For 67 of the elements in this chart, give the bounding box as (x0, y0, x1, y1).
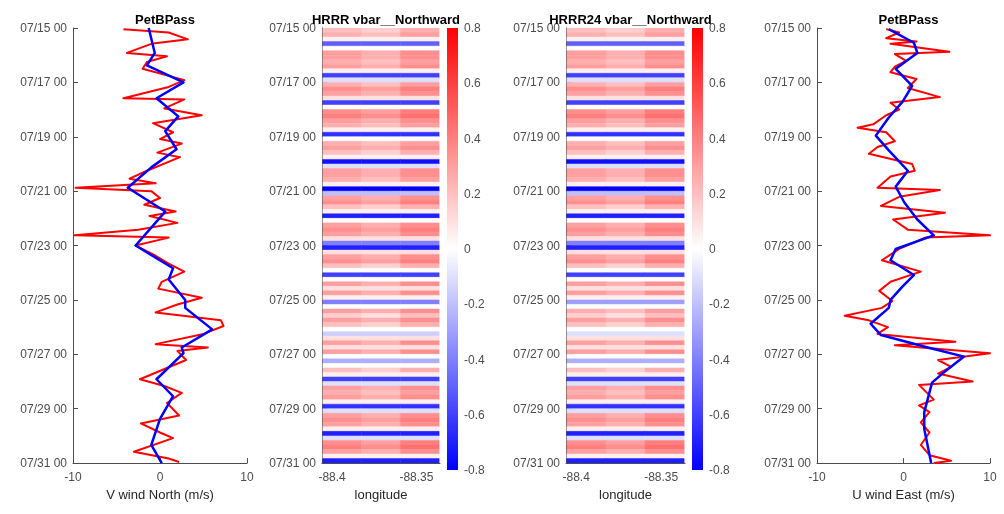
color-bar-label: 0.2 (464, 186, 482, 201)
y-tick-label: 07/19 00 (269, 129, 317, 144)
color-bar-label: -0.2 (464, 297, 485, 312)
y-tick-label: 07/25 00 (20, 292, 68, 307)
color-bar-label: 0 (709, 242, 716, 256)
y-tick-label: 07/19 00 (20, 129, 68, 144)
y-tick-label: 07/27 00 (513, 347, 561, 362)
color-bar-label: -0.4 (464, 352, 485, 367)
y-tick-label: 07/27 00 (20, 347, 68, 362)
y-tick-label: 07/17 00 (20, 75, 68, 90)
chart-title: PetBPass (878, 12, 939, 27)
y-tick-label: 07/29 00 (20, 401, 68, 416)
y-tick-label: 07/23 00 (764, 238, 812, 253)
y-tick-label: 07/17 00 (513, 75, 561, 90)
y-tick-label: 07/15 00 (20, 21, 68, 35)
color-bar-label: -0.8 (709, 463, 730, 477)
y-tick-label: 07/19 00 (764, 129, 812, 144)
y-tick-label: 07/31 00 (20, 456, 68, 471)
x-axis-title: longitude (354, 487, 408, 502)
x-tick-label: 10 (240, 470, 254, 485)
color-bar-label: 0.8 (464, 21, 482, 35)
color-bar-label: -0.6 (709, 407, 730, 422)
x-axis-title: U wind East (m/s) (852, 487, 955, 502)
chart-title: PetBPass (135, 12, 195, 27)
y-tick-label: 07/27 00 (764, 347, 812, 362)
color-bar-label: -0.8 (464, 463, 485, 477)
x-tick-label: -88.4 (562, 470, 591, 485)
color-bar-label: 0.6 (464, 76, 482, 91)
y-tick-label: 07/21 00 (513, 184, 561, 199)
color-bar-label: 0 (464, 242, 471, 256)
color-bar-label: 0.2 (709, 186, 727, 201)
y-tick-label: 07/31 00 (269, 456, 317, 471)
x-tick-label: 0 (156, 470, 164, 485)
y-tick-label: 07/15 00 (764, 21, 812, 35)
x-tick-label: 10 (983, 470, 997, 485)
color-bar-label: 0.4 (709, 131, 727, 146)
y-tick-label: 07/21 00 (20, 184, 68, 199)
x-axis-title: V wind North (m/s) (106, 487, 214, 502)
x-tick-label: 0 (900, 470, 908, 485)
x-axis-title: longitude (599, 487, 652, 502)
y-tick-label: 07/25 00 (764, 292, 812, 307)
x-tick-label: -88.4 (318, 470, 347, 485)
color-bar-label: 0.4 (464, 131, 482, 146)
color-bar-label: -0.6 (464, 407, 485, 422)
y-tick-label: 07/23 00 (269, 238, 317, 253)
y-tick-label: 07/25 00 (513, 292, 561, 307)
y-tick-label: 07/29 00 (513, 401, 561, 416)
y-tick-label: 07/29 00 (269, 401, 317, 416)
y-tick-label: 07/21 00 (269, 184, 317, 199)
x-tick-label: -88.35 (644, 470, 679, 485)
y-tick-label: 07/21 00 (764, 184, 812, 199)
y-tick-label: 07/17 00 (764, 75, 812, 90)
color-bar-label: -0.2 (709, 297, 730, 312)
y-tick-label: 07/23 00 (20, 238, 68, 253)
y-tick-label: 07/27 00 (269, 347, 317, 362)
y-tick-label: 07/17 00 (269, 75, 317, 90)
x-tick-label: -10 (64, 470, 82, 485)
y-tick-label: 07/25 00 (269, 292, 317, 307)
x-tick-label: -88.35 (399, 470, 434, 485)
y-tick-label: 07/29 00 (764, 401, 812, 416)
color-bar-label: -0.4 (709, 352, 730, 367)
y-tick-label: 07/31 00 (764, 456, 812, 471)
color-bar-label: 0.6 (709, 76, 727, 91)
y-tick-label: 07/19 00 (513, 129, 561, 144)
y-tick-label: 07/23 00 (513, 238, 561, 253)
y-tick-label: 07/31 00 (513, 456, 561, 471)
x-tick-label: -10 (808, 470, 826, 485)
